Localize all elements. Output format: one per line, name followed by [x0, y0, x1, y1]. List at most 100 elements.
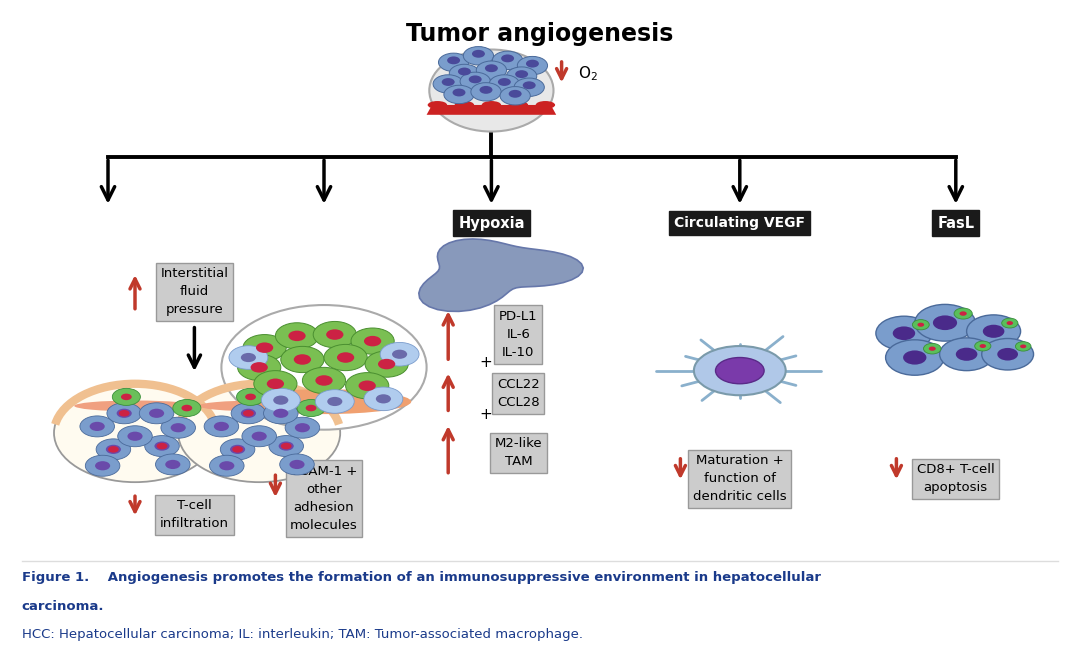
Text: O$_2$: O$_2$	[578, 64, 597, 83]
Circle shape	[453, 89, 465, 96]
Polygon shape	[419, 239, 583, 312]
Circle shape	[458, 68, 471, 75]
Circle shape	[359, 380, 376, 391]
Circle shape	[480, 86, 492, 94]
Circle shape	[117, 409, 132, 418]
Text: carcinoma.: carcinoma.	[22, 600, 104, 613]
Circle shape	[337, 352, 354, 363]
Circle shape	[975, 341, 991, 351]
Circle shape	[380, 342, 419, 366]
Circle shape	[929, 346, 935, 351]
Circle shape	[285, 417, 320, 438]
Circle shape	[80, 416, 114, 437]
Circle shape	[313, 321, 356, 348]
Circle shape	[1021, 344, 1026, 348]
Circle shape	[501, 54, 514, 62]
Circle shape	[476, 61, 507, 79]
Circle shape	[229, 346, 268, 369]
Circle shape	[108, 446, 119, 453]
Circle shape	[324, 344, 367, 371]
Circle shape	[886, 340, 944, 375]
Circle shape	[1002, 318, 1018, 328]
Circle shape	[315, 390, 354, 413]
Circle shape	[392, 350, 407, 359]
Circle shape	[526, 60, 539, 68]
Text: +: +	[480, 407, 492, 422]
Circle shape	[917, 323, 924, 327]
Circle shape	[243, 335, 286, 361]
Circle shape	[365, 351, 408, 377]
Circle shape	[242, 426, 276, 447]
Circle shape	[444, 85, 474, 104]
Circle shape	[238, 354, 281, 380]
Circle shape	[275, 323, 319, 349]
Circle shape	[251, 362, 268, 373]
Circle shape	[95, 461, 110, 470]
Polygon shape	[427, 105, 556, 115]
Text: FasL: FasL	[937, 216, 974, 230]
Circle shape	[106, 445, 121, 454]
Circle shape	[463, 47, 494, 65]
Circle shape	[214, 422, 229, 431]
Circle shape	[903, 350, 927, 365]
Ellipse shape	[536, 101, 555, 109]
Circle shape	[346, 373, 389, 399]
Circle shape	[876, 316, 932, 350]
Circle shape	[449, 64, 480, 83]
Circle shape	[492, 51, 523, 70]
Circle shape	[230, 445, 245, 454]
Circle shape	[351, 328, 394, 354]
Ellipse shape	[509, 101, 528, 109]
Circle shape	[171, 423, 186, 432]
Ellipse shape	[716, 358, 765, 384]
Circle shape	[364, 387, 403, 411]
Circle shape	[264, 403, 298, 424]
Circle shape	[1015, 342, 1031, 351]
Circle shape	[256, 342, 273, 353]
Text: VCAM-1 +
other
adhesion
molecules: VCAM-1 + other adhesion molecules	[291, 465, 357, 532]
Circle shape	[923, 343, 941, 354]
Circle shape	[261, 388, 300, 412]
Circle shape	[54, 384, 216, 482]
Circle shape	[273, 409, 288, 418]
Text: CD8+ T-cell
apoptosis: CD8+ T-cell apoptosis	[917, 463, 995, 495]
Text: Hypoxia: Hypoxia	[458, 216, 525, 230]
Ellipse shape	[199, 400, 320, 411]
Text: Maturation +
function of
dendritic cells: Maturation + function of dendritic cells	[693, 455, 786, 503]
Circle shape	[956, 348, 977, 361]
Circle shape	[165, 460, 180, 469]
Circle shape	[156, 454, 190, 475]
Circle shape	[517, 56, 548, 75]
Circle shape	[254, 371, 297, 397]
Circle shape	[154, 441, 170, 451]
Text: Circulating VEGF: Circulating VEGF	[674, 216, 806, 230]
Circle shape	[498, 78, 511, 86]
Text: Interstitial
fluid
pressure: Interstitial fluid pressure	[161, 268, 228, 316]
Circle shape	[241, 409, 256, 418]
Circle shape	[983, 325, 1004, 338]
Circle shape	[327, 397, 342, 406]
Ellipse shape	[430, 50, 554, 131]
Ellipse shape	[694, 346, 786, 395]
Circle shape	[219, 461, 234, 470]
Circle shape	[326, 329, 343, 340]
Circle shape	[297, 400, 325, 417]
Circle shape	[210, 455, 244, 476]
Ellipse shape	[237, 389, 411, 414]
Circle shape	[289, 460, 305, 469]
Circle shape	[306, 405, 316, 411]
Circle shape	[295, 423, 310, 432]
Text: +: +	[480, 355, 492, 369]
Circle shape	[507, 67, 537, 85]
Text: HCC: Hepatocellular carcinoma; IL: interleukin; TAM: Tumor-associated macrophage: HCC: Hepatocellular carcinoma; IL: inter…	[22, 628, 582, 642]
Circle shape	[288, 331, 306, 341]
Circle shape	[915, 304, 975, 341]
Circle shape	[980, 344, 986, 348]
Ellipse shape	[482, 101, 501, 109]
Circle shape	[279, 441, 294, 451]
Ellipse shape	[455, 101, 474, 109]
Circle shape	[982, 338, 1034, 370]
Circle shape	[267, 379, 284, 389]
Circle shape	[245, 394, 256, 400]
Circle shape	[178, 384, 340, 482]
